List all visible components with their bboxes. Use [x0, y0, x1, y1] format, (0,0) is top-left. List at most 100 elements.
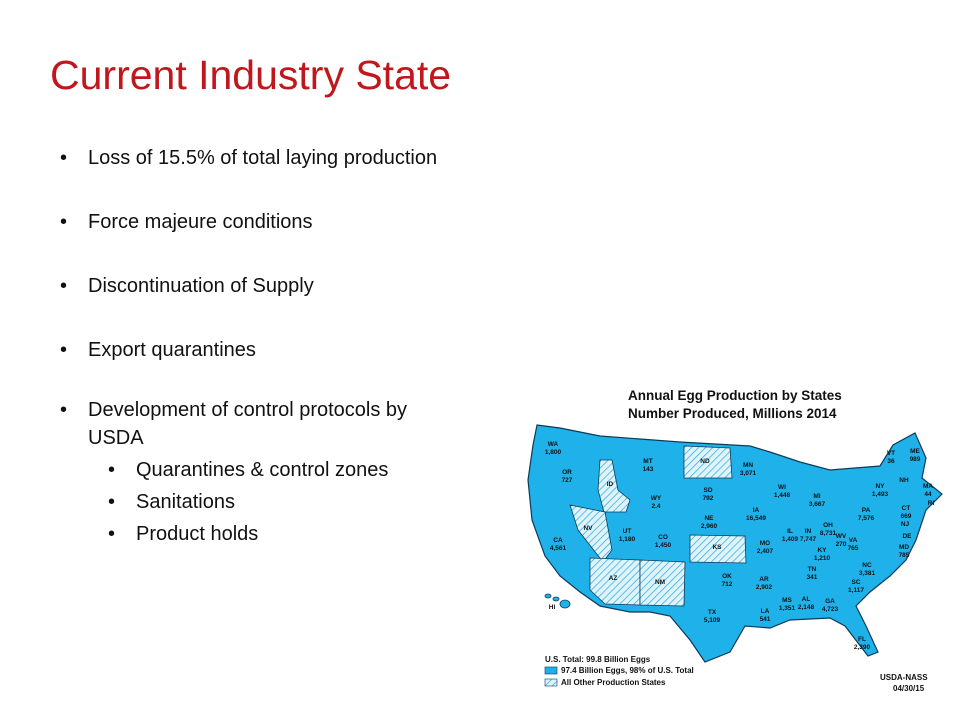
state-name: TN [808, 566, 817, 573]
state-name: CA [553, 537, 563, 544]
state-name: OH [823, 522, 833, 529]
state-value: 3,381 [859, 570, 876, 577]
state-value: 16,549 [746, 515, 766, 522]
state-value: 785 [899, 552, 910, 559]
state-value: 1,117 [848, 587, 864, 594]
state-name: AZ [609, 575, 618, 582]
sub-bullet-list: • Quarantines & control zones • Sanitations… [60, 454, 530, 550]
bullet-dot: • [108, 459, 116, 481]
state-name: MT [643, 458, 652, 465]
state-name: MN [743, 462, 753, 469]
bullet: • Export quarantines [60, 336, 530, 364]
state-name: VT [887, 450, 895, 457]
state-name: LA [761, 608, 770, 615]
state-name: ND [700, 458, 710, 465]
state-name: NY [875, 483, 885, 490]
state-value: 44 [924, 491, 932, 498]
state-value: 541 [760, 616, 771, 623]
state-name: WY [651, 495, 662, 502]
bullet: • Force majeure conditions [60, 208, 530, 236]
state-name: IN [805, 528, 812, 535]
state-name: NJ [901, 521, 910, 528]
state-value: 341 [807, 574, 818, 581]
state-name: ID [607, 481, 614, 488]
state-name: PA [862, 507, 871, 514]
state-name: NV [583, 525, 593, 532]
bullet-text: Development of control protocols by USDA [88, 399, 408, 449]
state-value: 1,210 [814, 555, 831, 562]
state-value: 2,148 [798, 604, 815, 611]
state-name: MI [813, 493, 820, 500]
map-source: USDA-NASS [880, 673, 928, 682]
state-name: FL [858, 636, 866, 643]
bullet-text: Force majeure conditions [88, 211, 313, 233]
state-name: AR [759, 576, 769, 583]
state-name: MD [899, 544, 909, 551]
state-value: 3,071 [740, 470, 757, 477]
state-value: 1,351 [779, 605, 796, 612]
state-value: 4,723 [822, 606, 839, 613]
state-name: IL [787, 528, 793, 535]
legend-swatch [544, 678, 558, 687]
state-value: 989 [910, 456, 921, 463]
state-value: 36 [887, 458, 895, 465]
state-name: HI [549, 604, 556, 611]
state-value: 4,561 [550, 545, 567, 552]
bullet: • Loss of 15.5% of total laying productio… [60, 144, 530, 172]
state-name: WA [548, 441, 559, 448]
state-name: CO [658, 534, 668, 541]
state-name: NE [704, 515, 714, 522]
map-title: Annual Egg Production by States [628, 388, 842, 403]
state-value: 270 [836, 541, 847, 548]
state-value: 143 [643, 466, 654, 473]
state-value: 1,493 [872, 491, 889, 498]
sub-bullet: • Sanitations [60, 486, 530, 518]
bullet-dot: • [60, 399, 68, 421]
bullet-text: Export quarantines [88, 339, 256, 361]
state-name: VA [849, 537, 858, 544]
state-value: 5,109 [704, 617, 721, 624]
state-value: 2,902 [756, 584, 773, 591]
hawaii [544, 593, 571, 609]
state-name: AL [802, 596, 811, 603]
state-value: 727 [562, 477, 573, 484]
sub-bullet-text: Product holds [136, 523, 259, 545]
state-name: OK [722, 573, 732, 580]
bullet-text: Loss of 15.5% of total laying production [88, 147, 438, 169]
state-name: KS [712, 544, 722, 551]
state-value: 7,576 [858, 515, 875, 522]
map-title: Number Produced, Millions 2014 [628, 406, 837, 421]
map-date: 04/30/15 [893, 684, 925, 693]
state-name: MS [782, 597, 792, 604]
state-name: UT [623, 528, 632, 535]
bullet: • Discontinuation of Supply [60, 272, 530, 300]
state-value: 2,390 [854, 644, 871, 651]
state-value: 1,800 [545, 449, 562, 456]
state-name: IA [753, 507, 760, 514]
state-value: 712 [722, 581, 733, 588]
hatched-states [569, 445, 747, 607]
state-name: DE [902, 533, 912, 540]
state-value: 2,960 [701, 523, 718, 530]
state-value: 2,407 [757, 548, 774, 555]
state-value: 1,450 [655, 542, 672, 549]
bullet: • Development of control protocols by USD… [60, 396, 530, 550]
egg-production-map: Annual Egg Production by States Number P… [505, 375, 960, 710]
legend-other: All Other Production States [561, 678, 666, 687]
state-value: 765 [848, 545, 859, 552]
bullet-dot: • [60, 339, 68, 361]
state-name: CT [902, 505, 911, 512]
state-name: MO [760, 540, 770, 547]
state-name: NC [862, 562, 872, 569]
state-name: NH [899, 477, 909, 484]
state-name: KY [817, 547, 827, 554]
legend-total: U.S. Total: 99.8 Billion Eggs [545, 655, 651, 664]
state-value: 792 [703, 495, 714, 502]
state-name: MA [923, 483, 933, 490]
bullet-dot: • [60, 275, 68, 297]
bullet-dot: • [60, 147, 68, 169]
state-name: RI [928, 500, 935, 507]
bullet-dot: • [108, 523, 116, 545]
